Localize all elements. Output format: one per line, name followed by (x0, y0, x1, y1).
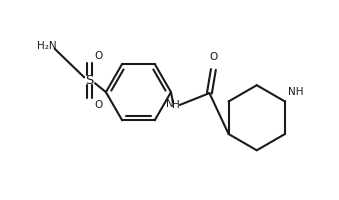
Text: NH: NH (288, 87, 303, 97)
Text: H₂N: H₂N (37, 41, 57, 51)
Text: O: O (209, 52, 218, 62)
Text: O: O (95, 100, 103, 110)
Text: H: H (172, 100, 180, 110)
Text: S: S (85, 74, 93, 87)
Text: O: O (95, 51, 103, 61)
Text: N: N (166, 99, 174, 109)
